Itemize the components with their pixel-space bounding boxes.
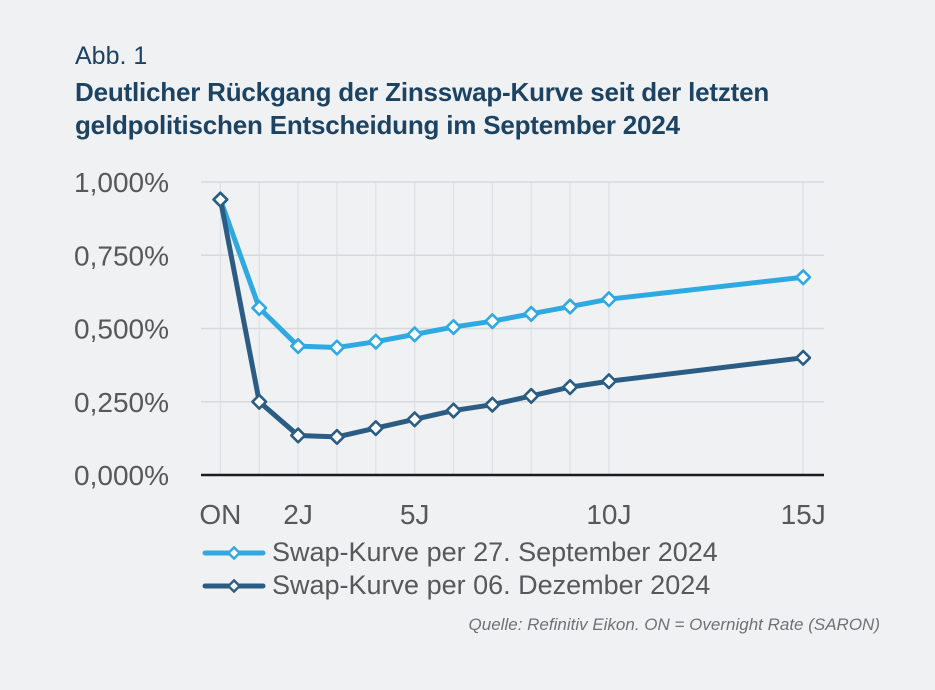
series-marker-1 — [445, 402, 462, 419]
figure-label: Abb. 1 — [75, 42, 148, 70]
legend-item-september: Swap-Kurve per 27. September 2024 — [202, 536, 718, 569]
source-note: Quelle: Refinitiv Eikon. ON = Overnight … — [468, 615, 880, 634]
x-tick-label: 5J — [400, 499, 430, 530]
x-tick-label: 15J — [781, 499, 826, 530]
legend-line-diamond-icon — [202, 545, 266, 560]
series-marker-0 — [445, 318, 462, 336]
series-marker-1 — [251, 393, 268, 410]
series-marker-1 — [561, 379, 579, 396]
y-tick-label: 0,500% — [74, 314, 169, 345]
x-tick-label: 2J — [283, 499, 313, 530]
series-marker-0 — [561, 298, 579, 315]
series-marker-0 — [484, 313, 501, 330]
series-marker-0 — [600, 291, 617, 308]
series-marker-0 — [367, 333, 384, 350]
series-marker-1 — [600, 373, 617, 390]
legend-line-diamond-icon — [202, 578, 266, 593]
series-line-0 — [217, 197, 806, 351]
series-marker-1 — [523, 387, 540, 404]
figure-title-line2: geldpolitischen Entscheidung im Septembe… — [75, 110, 680, 140]
y-tick-label: 0,250% — [74, 387, 169, 418]
legend-label-dezember: Swap-Kurve per 06. Dezember 2024 — [272, 570, 711, 600]
x-tick-label: 10J — [586, 499, 631, 530]
legend-item-dezember: Swap-Kurve per 06. Dezember 2024 — [202, 569, 718, 602]
series-marker-1 — [795, 349, 812, 366]
series-marker-1 — [484, 396, 501, 413]
x-tick-label: ON — [199, 499, 241, 530]
series-marker-0 — [795, 269, 812, 286]
series-marker-1 — [367, 420, 384, 437]
figure-title-line1: Deutlicher Rückgang der Zinsswap-Kurve s… — [75, 77, 770, 107]
series-marker-0 — [328, 339, 346, 356]
series-marker-0 — [251, 299, 268, 317]
series-marker-1 — [406, 411, 423, 428]
chart-legend: Swap-Kurve per 27. September 2024 Swap-K… — [202, 536, 718, 602]
series-marker-0 — [290, 337, 307, 355]
series-marker-1 — [212, 191, 229, 208]
figure-title: Deutlicher Rückgang der Zinsswap-Kurve s… — [75, 76, 769, 142]
y-tick-label: 0,750% — [74, 240, 169, 271]
series-marker-1 — [328, 428, 346, 446]
series-marker-0 — [406, 326, 423, 343]
legend-label-september: Swap-Kurve per 27. September 2024 — [272, 537, 718, 567]
y-tick-label: 1,000% — [74, 167, 169, 198]
y-tick-label: 0,000% — [74, 460, 169, 491]
series-marker-1 — [290, 427, 307, 444]
series-marker-0 — [523, 305, 540, 322]
